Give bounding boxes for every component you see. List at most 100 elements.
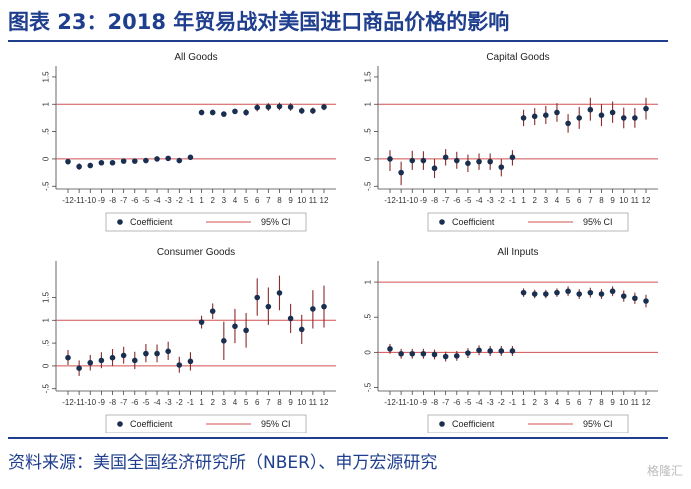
x-tick-label: 1 [199,398,204,407]
x-tick-label: 4 [555,196,560,205]
legend-ci-label: 95% CI [261,419,291,429]
x-tick-label: -7 [442,398,450,407]
y-tick-label: 1 [42,101,51,106]
x-tick-label: 10 [297,398,306,407]
x-tick-label: -6 [131,398,139,407]
panel-title: Consumer Goods [157,247,235,258]
y-tick-label: .5 [42,339,51,346]
x-tick-label: -8 [431,196,439,205]
x-tick-label: 2 [210,398,215,407]
coefficient-point [520,289,527,296]
x-tick-label: -11 [74,398,86,407]
x-tick-label: 5 [244,196,249,205]
coefficient-point [431,165,438,172]
x-tick-label: 6 [577,398,582,407]
x-tick-label: -9 [420,398,428,407]
legend-coefficient-marker [439,421,445,427]
coefficient-point [276,290,283,296]
coefficient-point [620,115,627,121]
x-tick-label: 2 [210,196,215,205]
coefficient-point [298,326,305,333]
coefficient-point [109,159,116,166]
x-tick-label: -10 [406,398,418,407]
coefficient-point [598,291,605,297]
coefficient-point [98,159,105,166]
coefficient-point [420,350,427,357]
coefficient-point [209,109,216,116]
y-tick-label: -.5 [42,181,51,191]
coefficient-point [543,291,549,297]
y-tick-label: 1 [364,279,373,284]
coefficient-point [509,348,516,354]
coefficient-point [198,319,205,325]
coefficient-point [287,315,294,322]
x-tick-label: 7 [266,196,271,205]
x-tick-label: -12 [384,398,396,407]
coefficient-point [265,104,272,110]
coefficient-point [298,108,305,114]
coefficient-point [409,157,416,164]
coefficient-point [620,293,627,299]
x-tick-label: -3 [487,398,495,407]
x-tick-label: -8 [431,398,439,407]
x-tick-label: 2 [532,398,537,407]
coefficient-point [321,303,327,310]
coefficient-point [131,357,138,364]
x-tick-label: 5 [566,398,571,407]
x-tick-label: 7 [266,398,271,407]
chart-panel: Consumer Goods-.50.511.5-12 -11 -10 -9 -8 -7-… [18,243,336,433]
y-tick-label: -.5 [364,382,373,392]
legend-coefficient-label: Coefficient [452,217,495,227]
y-tick-label: -.5 [364,181,373,191]
coefficient-point [187,154,194,161]
coefficient-point [453,157,460,164]
x-tick-label: 10 [297,196,306,205]
coefficient-point [243,327,249,334]
coefficient-point [476,158,482,165]
x-tick-label: -2 [498,196,506,205]
panel-background [18,243,336,433]
coefficient-point [65,354,71,361]
x-tick-label: 1 [521,196,526,205]
x-tick-label: -6 [131,196,139,205]
coefficient-point [176,157,183,164]
x-tick-label: -3 [165,196,173,205]
x-tick-label: 3 [544,398,549,407]
coefficient-point [487,348,493,354]
x-tick-label: -5 [464,398,472,407]
coefficient-point [398,169,404,176]
x-tick-label: 3 [222,398,227,407]
x-tick-label: -11 [74,196,86,205]
panel-title: Capital Goods [486,52,549,63]
y-tick-label: .5 [364,313,373,320]
y-tick-label: 0 [364,156,373,161]
coefficient-point [531,291,538,297]
x-tick-label: -12 [62,398,74,407]
coefficient-point [609,109,616,116]
x-tick-label: -5 [142,196,150,205]
coefficient-point [265,303,272,310]
coefficient-point [154,350,160,357]
legend-coefficient-marker [117,219,123,225]
y-tick-label: 1 [364,101,373,106]
coefficient-point [531,113,538,120]
x-tick-label: -6 [453,196,461,205]
coefficient-point [554,109,560,116]
y-tick-label: .5 [42,128,51,135]
x-tick-label: -12 [384,196,396,205]
coefficient-point [643,298,649,304]
coefficient-point [387,346,393,352]
x-tick-label: -3 [487,196,495,205]
coefficient-point [76,163,82,170]
coefficient-point [420,157,427,164]
coefficient-point [176,362,183,368]
x-tick-label: -5 [464,196,472,205]
y-tick-label: 1 [42,318,51,323]
x-tick-label: 7 [588,398,593,407]
coefficient-point [554,289,560,296]
x-tick-label: 5 [566,196,571,205]
coefficient-point [442,154,449,161]
x-tick-label: -9 [98,398,106,407]
coefficient-point [98,357,105,364]
coefficient-point [209,308,216,314]
